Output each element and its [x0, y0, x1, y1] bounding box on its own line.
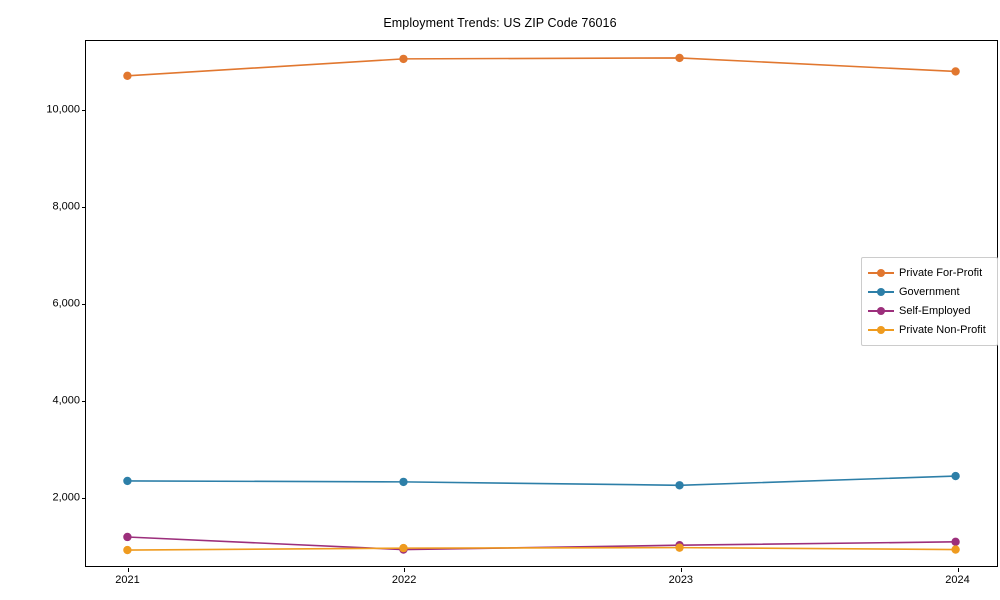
- series-line: [126, 546, 957, 551]
- x-axis-tick-label: 2022: [391, 574, 417, 586]
- legend-marker-dot-icon: [877, 325, 885, 334]
- data-point: [399, 54, 408, 64]
- series-line: [126, 475, 957, 487]
- y-axis-tick-mark: [82, 498, 86, 500]
- legend-swatch-icon: [868, 324, 894, 336]
- data-point: [675, 53, 684, 63]
- data-point: [951, 545, 960, 554]
- data-point: [123, 532, 132, 542]
- series-private-for-profit: [123, 53, 960, 80]
- y-axis-tick-mark: [82, 206, 86, 208]
- legend-label: Private Non-Profit: [899, 323, 986, 336]
- legend-swatch-icon: [868, 286, 894, 298]
- data-point: [123, 71, 132, 80]
- y-axis-tick-label: 8,000: [52, 200, 80, 213]
- series-line: [126, 57, 957, 77]
- legend-label: Private For-Profit: [899, 266, 983, 279]
- y-axis-tick-mark: [82, 304, 86, 305]
- chart-title: Employment Trends: US ZIP Code 76016: [383, 16, 617, 30]
- plot-inner: [86, 41, 997, 566]
- data-point: [951, 471, 960, 481]
- x-axis-tick-mark: [127, 568, 129, 572]
- y-axis-tick-label: 2,000: [52, 491, 80, 504]
- data-point: [675, 481, 684, 490]
- x-axis-tick-mark: [680, 568, 682, 572]
- x-axis-tick-mark: [404, 568, 406, 572]
- x-axis-tick-mark: [957, 568, 959, 572]
- y-axis-tick-label: 6,000: [52, 297, 80, 310]
- data-point: [123, 545, 132, 555]
- y-axis-tick-mark: [82, 401, 86, 403]
- data-point: [951, 537, 960, 547]
- legend-item-self-employed[interactable]: Self-Employed: [868, 301, 991, 320]
- y-axis-tick-mark: [82, 109, 86, 111]
- legend-label: Government: [899, 285, 960, 298]
- x-axis-tick-label: 2023: [668, 574, 694, 586]
- data-point: [123, 476, 132, 486]
- legend-swatch-icon: [868, 305, 894, 317]
- data-point: [951, 67, 960, 76]
- chart-legend: Private For-Profit Government Self-Employe…: [861, 257, 998, 346]
- y-axis-tick-label: 10,000: [46, 103, 80, 116]
- series-layer: [123, 53, 960, 555]
- legend-marker-dot-icon: [877, 306, 885, 315]
- legend-label: Self-Employed: [899, 304, 971, 317]
- legend-marker-dot-icon: [877, 287, 885, 296]
- data-point: [399, 477, 408, 487]
- data-point: [399, 543, 408, 553]
- y-axis-tick-label: 4,000: [52, 394, 80, 407]
- legend-marker-dot-icon: [877, 268, 885, 277]
- series-private-non-profit: [123, 543, 960, 555]
- legend-item-private-for-profit[interactable]: Private For-Profit: [868, 263, 991, 282]
- legend-swatch-icon: [868, 267, 894, 279]
- legend-item-government[interactable]: Government: [868, 282, 991, 301]
- legend-item-private-non-profit[interactable]: Private Non-Profit: [868, 320, 991, 339]
- x-axis-tick-label: 2024: [945, 574, 970, 586]
- data-point: [675, 543, 684, 552]
- plot-area: 2,000 4,000 6,000 8,000 10,000 2021 2022 2023 2…: [46, 40, 998, 586]
- series-government: [123, 471, 960, 490]
- series-self-employed: [123, 532, 960, 554]
- x-axis-tick-label: 2021: [115, 574, 140, 586]
